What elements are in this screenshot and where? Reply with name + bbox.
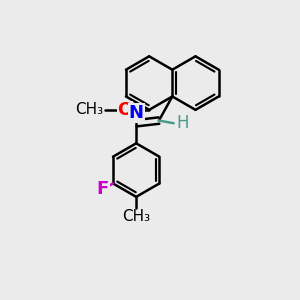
Text: CH₃: CH₃ — [122, 209, 150, 224]
Text: H: H — [176, 114, 189, 132]
Text: O: O — [117, 101, 133, 119]
Text: CH₃: CH₃ — [76, 102, 103, 117]
Text: F: F — [96, 181, 109, 199]
Text: N: N — [129, 104, 144, 122]
